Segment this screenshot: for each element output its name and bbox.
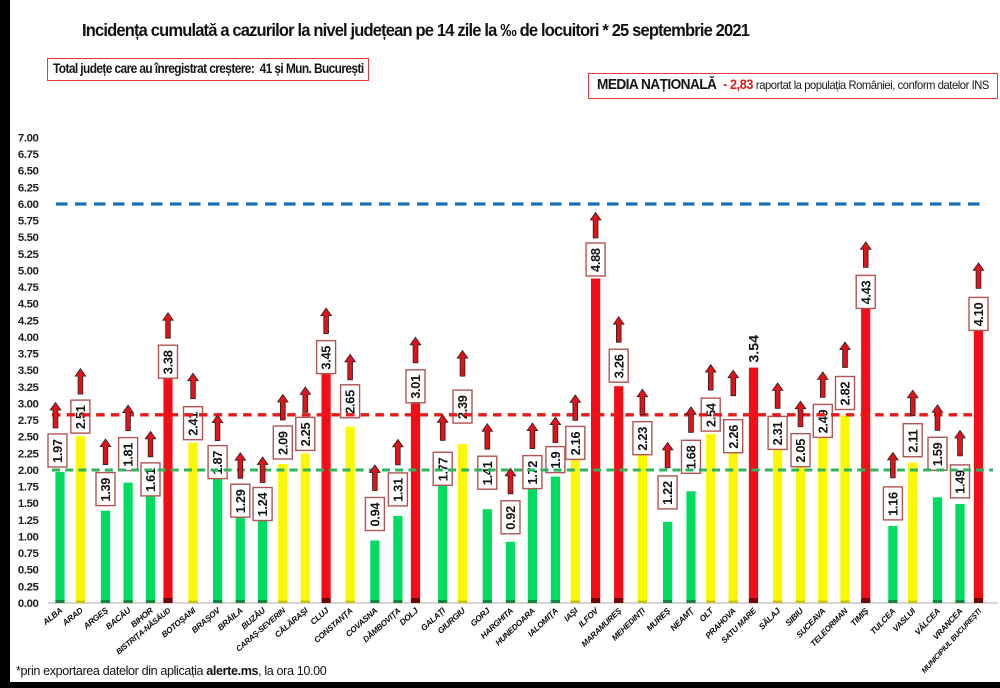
svg-text:0.92: 0.92 [503,506,518,530]
svg-text:BACĂU: BACĂU [103,604,133,632]
svg-text:3.75: 3.75 [18,349,40,361]
svg-text:5.50: 5.50 [18,232,39,244]
svg-text:2.31: 2.31 [770,422,785,446]
svg-text:1.41: 1.41 [480,461,495,485]
svg-text:MUREŞ: MUREŞ [644,605,672,633]
svg-text:0.25: 0.25 [18,581,40,593]
svg-text:0.50: 0.50 [18,565,39,577]
svg-text:3.01: 3.01 [408,375,423,399]
svg-text:2.26: 2.26 [726,425,741,449]
svg-text:2.49: 2.49 [815,410,830,434]
svg-text:2.05: 2.05 [793,439,808,463]
svg-text:2.41: 2.41 [186,412,201,436]
svg-text:DOLJ: DOLJ [397,605,420,627]
svg-text:3.38: 3.38 [161,350,176,374]
svg-text:6.25: 6.25 [18,182,40,194]
svg-text:1.25: 1.25 [18,515,40,527]
svg-text:3.45: 3.45 [319,346,334,370]
svg-text:2.00: 2.00 [18,465,39,477]
svg-text:1.29: 1.29 [233,489,248,513]
svg-text:4.75: 4.75 [18,282,40,294]
svg-text:2.25: 2.25 [298,423,313,447]
svg-text:4.50: 4.50 [18,299,39,311]
svg-text:1.72: 1.72 [525,461,540,485]
svg-text:7.00: 7.00 [18,132,39,144]
svg-text:6.00: 6.00 [18,199,39,211]
svg-text:2.50: 2.50 [18,432,39,444]
svg-text:TULCEA: TULCEA [868,606,898,636]
svg-text:OLT: OLT [697,605,716,624]
svg-text:1.49: 1.49 [953,470,968,494]
svg-text:ALBA: ALBA [40,605,65,627]
svg-text:1.22: 1.22 [660,481,675,505]
svg-text:4.88: 4.88 [588,248,603,272]
svg-text:0.94: 0.94 [368,502,383,527]
svg-text:2.75: 2.75 [18,415,40,427]
svg-text:4.10: 4.10 [971,303,986,327]
svg-text:NEAMŢ: NEAMŢ [668,605,696,633]
svg-text:5.75: 5.75 [18,216,40,228]
svg-text:1.81: 1.81 [121,443,136,467]
svg-text:3.00: 3.00 [18,398,39,410]
svg-text:1.31: 1.31 [391,478,406,502]
svg-text:2.16: 2.16 [568,432,583,456]
svg-text:6.75: 6.75 [18,149,40,161]
svg-text:2.09: 2.09 [275,431,290,455]
svg-text:BRAŞOV: BRAŞOV [189,604,223,635]
svg-text:3.54: 3.54 [747,335,763,363]
svg-text:4.00: 4.00 [18,332,39,344]
svg-text:1.9: 1.9 [548,452,563,469]
svg-text:4.43: 4.43 [858,281,873,305]
svg-text:0.75: 0.75 [18,548,40,560]
svg-text:5.25: 5.25 [18,249,40,261]
svg-text:BRĂILA: BRĂILA [215,604,245,632]
svg-text:4.25: 4.25 [18,315,40,327]
svg-text:2.65: 2.65 [343,390,358,414]
svg-text:1.97: 1.97 [50,439,65,463]
svg-text:2.11: 2.11 [905,430,920,453]
svg-text:1.59: 1.59 [930,442,945,466]
svg-text:1.50: 1.50 [18,498,39,510]
svg-text:TIMIŞ: TIMIŞ [848,606,870,629]
svg-text:2.23: 2.23 [635,427,650,451]
svg-text:1.16: 1.16 [886,492,901,516]
svg-text:3.50: 3.50 [18,365,39,377]
svg-text:1.68: 1.68 [684,445,699,469]
svg-text:1.00: 1.00 [18,531,39,543]
svg-text:2.25: 2.25 [18,448,40,460]
svg-text:6.50: 6.50 [18,166,39,178]
svg-text:2.54: 2.54 [703,402,718,427]
svg-text:1.75: 1.75 [18,482,40,494]
svg-text:1.24: 1.24 [255,492,270,517]
svg-text:2.51: 2.51 [73,405,88,429]
svg-text:ARAD: ARAD [60,605,85,628]
svg-text:1.61: 1.61 [143,468,158,492]
svg-text:0.00: 0.00 [18,598,39,610]
svg-text:5.00: 5.00 [18,265,39,277]
svg-text:2.82: 2.82 [838,382,853,406]
svg-text:1.39: 1.39 [98,478,113,502]
svg-text:3.26: 3.26 [611,354,626,378]
svg-text:SĂLAJ: SĂLAJ [756,605,783,632]
svg-text:3.25: 3.25 [18,382,40,394]
